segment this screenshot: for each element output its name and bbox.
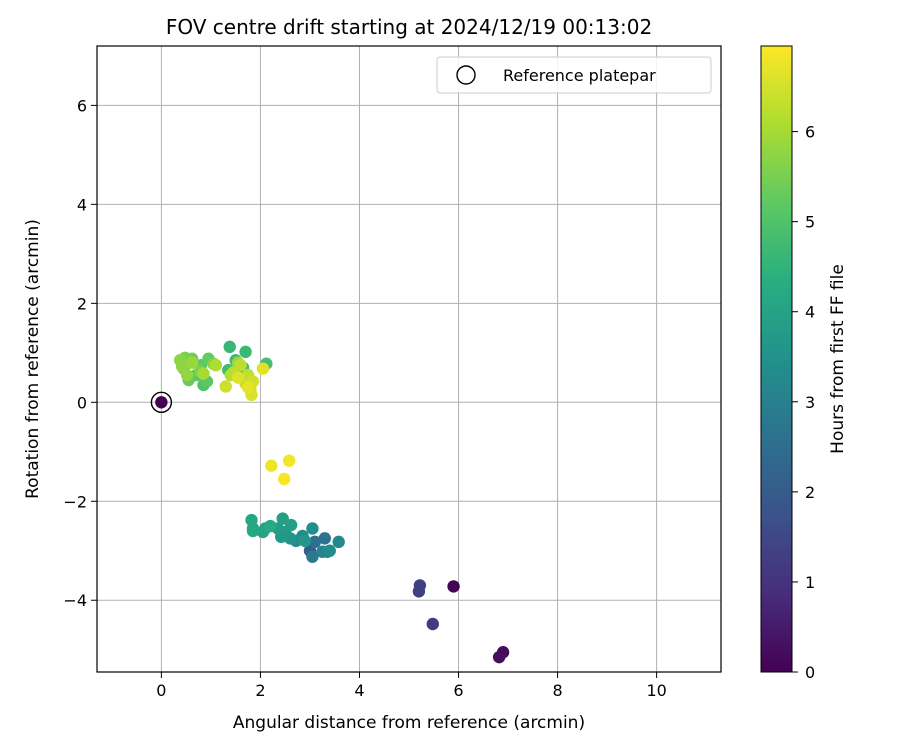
legend-box — [436, 56, 712, 94]
data-point — [245, 513, 258, 527]
colorbar-tick-label: 0 — [805, 663, 815, 682]
colorbar: 0 1 2 3 4 5 6 Hours from first FF file — [760, 45, 848, 682]
data-point — [447, 580, 460, 593]
data-point — [298, 534, 312, 548]
data-point — [180, 368, 194, 382]
data-point — [318, 532, 332, 545]
data-point — [492, 650, 506, 664]
grid-lines — [97, 46, 721, 672]
y-tick-label: 6 — [77, 96, 87, 115]
colorbar-gradient — [760, 45, 793, 673]
y-tick-label: 4 — [77, 195, 87, 214]
legend-reference-marker — [456, 65, 476, 85]
x-tick-label: 8 — [552, 681, 562, 700]
data-point — [276, 512, 289, 525]
data-point — [241, 381, 255, 394]
x-tick-label: 10 — [646, 681, 666, 700]
data-point — [265, 459, 278, 472]
data-point — [306, 522, 319, 535]
reference-marker-group — [150, 391, 173, 414]
data-point — [282, 454, 296, 467]
data-point — [197, 367, 210, 380]
colorbar-tick-label: 6 — [805, 123, 815, 142]
colorbar-label: Hours from first FF file — [828, 264, 848, 454]
colorbar-tick-label: 3 — [805, 393, 815, 412]
legend-label: Reference platepar — [503, 66, 656, 85]
data-point — [234, 358, 247, 372]
data-point — [278, 472, 291, 486]
x-tick-label: 2 — [255, 681, 265, 700]
y-tick-label: −4 — [63, 591, 87, 610]
data-point — [223, 340, 236, 354]
data-point — [323, 544, 336, 557]
data-point — [264, 519, 277, 533]
y-tick-label: 0 — [77, 393, 87, 412]
data-point — [284, 518, 298, 532]
y-tick-label: −2 — [63, 492, 87, 511]
chart-title: FOV centre drift starting at 2024/12/19 … — [166, 15, 652, 39]
x-tick-label: 4 — [354, 681, 364, 700]
data-point — [155, 396, 168, 409]
colorbar-tick-label: 5 — [805, 213, 815, 232]
data-point — [306, 550, 319, 563]
plot-frame — [96, 45, 722, 673]
colorbar-ticks: 0 1 2 3 4 5 6 — [792, 123, 815, 682]
data-points — [155, 340, 510, 664]
data-point — [256, 362, 270, 375]
data-point — [185, 356, 199, 369]
data-point — [332, 535, 345, 549]
data-point — [426, 617, 439, 631]
legend: Reference platepar — [436, 56, 712, 94]
y-axis-label: Rotation from reference (arcmin) — [23, 219, 43, 499]
data-point — [246, 524, 260, 538]
y-axis-ticks: −4 −2 0 2 4 6 — [63, 96, 97, 610]
data-point — [239, 345, 252, 359]
colorbar-tick-label: 4 — [805, 303, 815, 322]
x-tick-label: 0 — [156, 681, 166, 700]
x-tick-label: 6 — [453, 681, 463, 700]
y-tick-label: 2 — [77, 294, 87, 313]
colorbar-tick-label: 1 — [805, 573, 815, 592]
x-axis-label: Angular distance from reference (arcmin) — [233, 713, 585, 733]
data-point — [209, 358, 223, 372]
colorbar-tick-label: 2 — [805, 483, 815, 502]
reference-marker — [150, 391, 173, 414]
data-point — [231, 371, 245, 384]
data-point — [219, 380, 232, 393]
x-axis-ticks: 0 2 4 6 8 10 — [156, 672, 667, 700]
data-point — [412, 585, 426, 598]
data-point — [308, 535, 322, 549]
